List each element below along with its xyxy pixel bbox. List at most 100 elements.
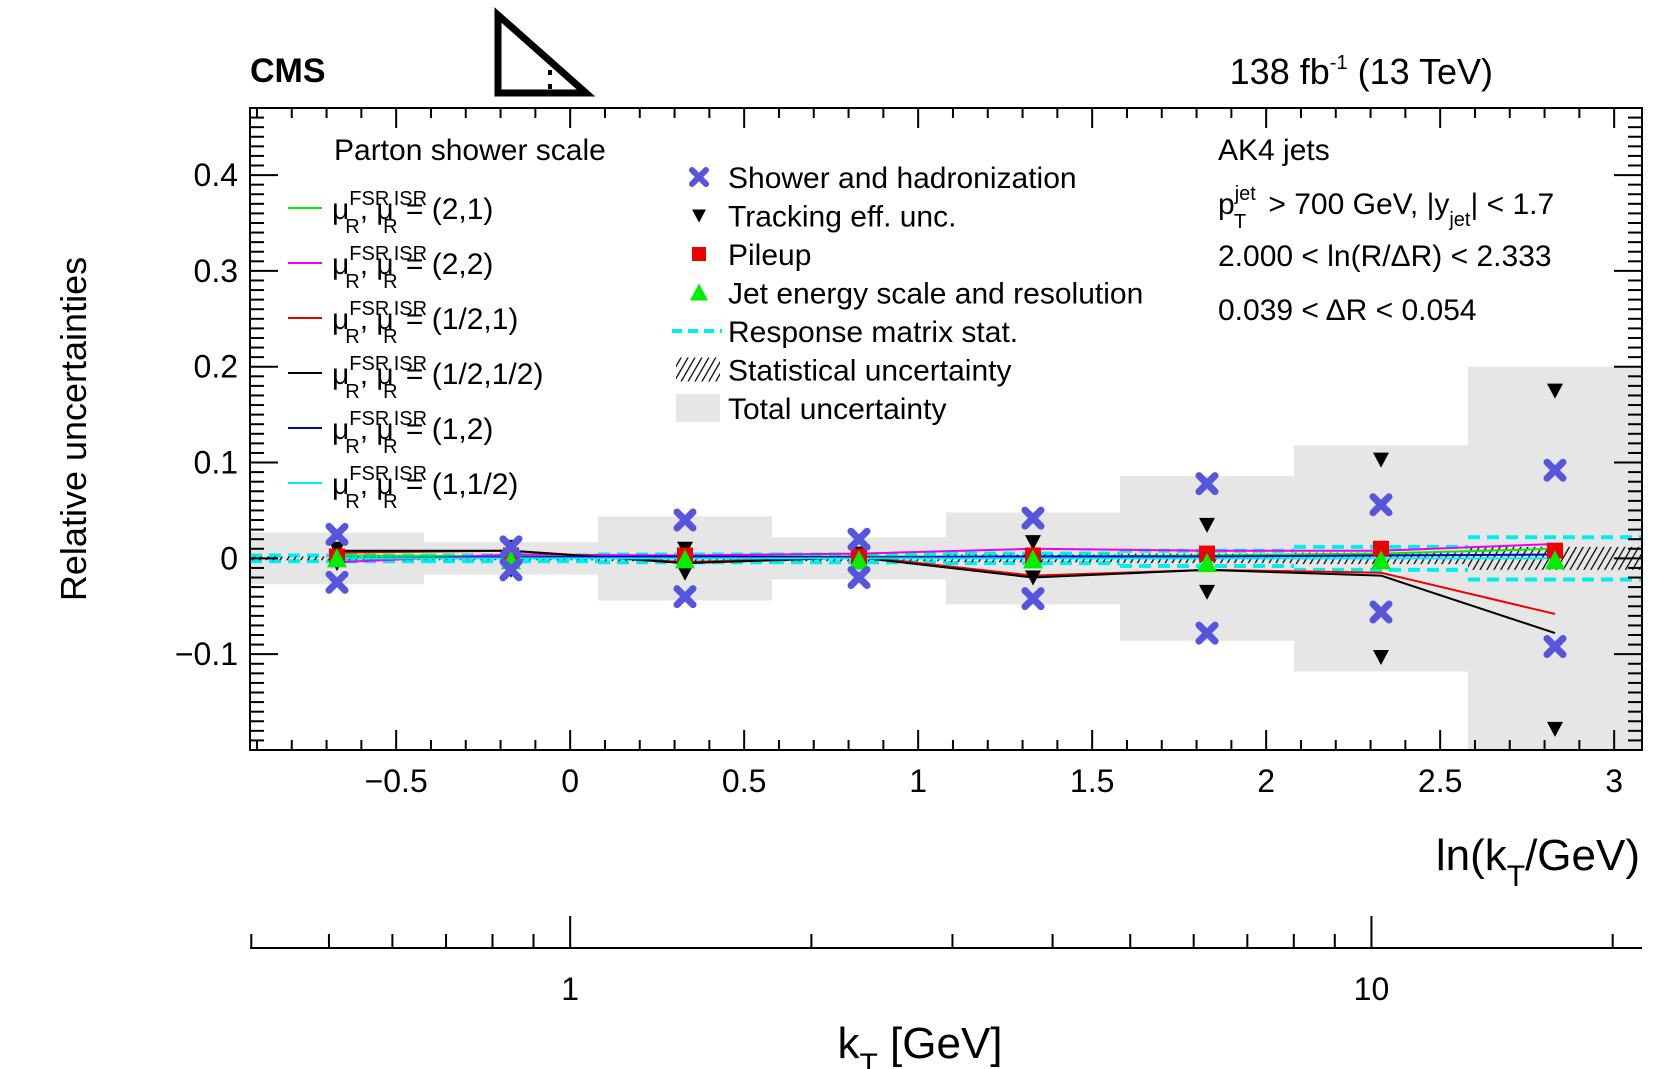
kt-axis-tick-label: 1 — [561, 971, 579, 1007]
legend-left-entry: μFSR R, μISR R = (2,1) — [288, 188, 493, 238]
shower-cross-stroke — [673, 585, 697, 609]
cms-logo: CMS — [250, 7, 596, 97]
jes-jer-marker — [1545, 550, 1565, 570]
tracking-eff-marker — [1025, 535, 1041, 551]
legend-right-entry: Pileup — [692, 239, 811, 272]
kt-axis-label: kT [GeV] — [837, 1019, 1002, 1069]
legend-right-label: Shower and hadronization — [728, 162, 1077, 195]
y-tick-label: 0 — [220, 540, 238, 576]
shower-cross-stroke — [847, 566, 871, 590]
legend-right-entry: Jet energy scale and resolution — [690, 278, 1143, 311]
y-tick-label: 0.3 — [194, 253, 238, 289]
legend-left-label: μFSR R, μISR R = (1/2,1) — [332, 298, 518, 348]
tracking-eff-marker — [1199, 517, 1215, 533]
legend-right-entry: Response matrix stat. — [672, 316, 1018, 349]
luminosity-label: 138 fb-1 (13 TeV) — [1230, 51, 1493, 92]
axes: −0.5 0 0.5 1 1.5 2 2.5 3 −0.1 0 0.1 0.2 0.3 0.4 — [175, 108, 1642, 799]
shower-hadronization-marker — [499, 558, 523, 582]
legend-right-entry: Shower and hadronization — [689, 162, 1077, 195]
legend-right-entry: Statistical uncertainty — [676, 355, 1011, 388]
y-tick-label: 0.1 — [194, 445, 238, 481]
shower-cross-stroke — [499, 558, 523, 582]
y-axis-label: Relative uncertainties — [53, 257, 94, 601]
plot-frame — [249, 107, 1643, 751]
shower-hadronization-marker — [1021, 506, 1045, 530]
shower-hadronization-marker — [325, 522, 349, 546]
shower-cross-stroke — [325, 570, 349, 594]
triangle-logo-icon — [494, 7, 596, 97]
shower-cross-stroke — [1543, 635, 1567, 659]
shower-hadronization-marker — [847, 566, 871, 590]
shower-hadronization-marker — [847, 527, 871, 551]
x-tick-label: 3 — [1605, 763, 1623, 799]
series-line-(1,2) — [336, 553, 1556, 560]
legend-stat-swatch — [676, 357, 720, 382]
legend-right-label: Statistical uncertainty — [728, 355, 1011, 388]
shower-hadronization-marker — [1369, 600, 1393, 624]
pileup-marker — [1373, 540, 1389, 557]
x-tick-label: 0 — [561, 763, 579, 799]
legend-left-title: Parton shower scale — [334, 134, 606, 167]
shower-cross-stroke — [1195, 621, 1219, 645]
experiment-label: CMS — [250, 52, 326, 90]
legend-left-entry: μFSR R, μISR R = (1/2,1) — [288, 298, 518, 348]
pt-cut-label: pjet T > 700 GeV, |yjet| < 1.7 — [1218, 183, 1554, 233]
shower-cross-stroke — [1369, 493, 1393, 517]
tracking-eff-marker — [1547, 383, 1563, 399]
kt-axis: 1 10 — [250, 916, 1642, 1007]
legend-uncertainties: Shower and hadronization Tracking eff. un… — [672, 162, 1143, 426]
legend-tracking-swatch — [692, 209, 706, 223]
shower-cross-stroke — [499, 535, 523, 559]
shower-cross-stroke — [1369, 600, 1393, 624]
shower-hadronization-marker — [1369, 493, 1393, 517]
tracking-eff-marker — [1199, 584, 1215, 600]
parton-shower-lines — [336, 542, 1556, 635]
tracking-eff-marker — [1373, 452, 1389, 468]
shower-hadronization-marker — [1195, 472, 1219, 496]
legend-jes-swatch — [690, 283, 708, 301]
legend-left-entry: μFSR R, μISR R = (2,2) — [288, 243, 493, 293]
jes-jer-marker — [1197, 553, 1217, 573]
shower-cross-stroke — [673, 508, 697, 532]
uncertainty-markers — [325, 383, 1567, 737]
x-tick-label: 0.5 — [722, 763, 766, 799]
legend-left-label: μFSR R, μISR R = (2,1) — [332, 188, 493, 238]
shower-hadronization-marker — [1021, 587, 1045, 611]
legend-right-label: Response matrix stat. — [728, 316, 1018, 349]
jes-jer-marker — [1023, 549, 1043, 569]
x-axis-label: ln(kT/GeV) — [1436, 831, 1640, 893]
jets-label: AK4 jets — [1218, 134, 1330, 167]
legend-left-entry: μFSR R, μISR R = (1,1/2) — [288, 463, 518, 513]
shower-cross-stroke — [1021, 506, 1045, 530]
shower-hadronization-marker — [1543, 635, 1567, 659]
dr-range-label: 0.039 < ΔR < 0.054 — [1218, 294, 1477, 327]
legend-right-label: Tracking eff. unc. — [728, 201, 956, 234]
y-tick-label: 0.4 — [194, 157, 238, 193]
info-box: AK4 jets pjet T > 700 GeV, |yjet| < 1.7 2… — [1218, 134, 1554, 327]
legend-total-swatch — [676, 394, 720, 422]
legend-right-label: Jet energy scale and resolution — [728, 278, 1143, 311]
series-line-(1/2,1/2) — [337, 549, 1556, 635]
legend-parton-shower: Parton shower scale μFSR R, μISR R = (2,1)… — [288, 134, 606, 513]
legend-right-entry: Total uncertainty — [676, 393, 946, 426]
tracking-eff-marker — [1025, 570, 1041, 586]
shower-cross-stroke — [1543, 458, 1567, 482]
y-tick-label: −0.1 — [175, 636, 238, 672]
shower-hadronization-marker — [673, 508, 697, 532]
legend-right-label: Pileup — [728, 239, 811, 272]
x-tick-label: −0.5 — [365, 763, 428, 799]
shower-cross-stroke — [847, 527, 871, 551]
legend-left-label: μFSR R, μISR R = (1/2,1/2) — [332, 353, 543, 403]
legend-right-entry: Tracking eff. unc. — [692, 201, 956, 234]
legend-right-label: Total uncertainty — [728, 393, 946, 426]
legend-left-label: μFSR R, μISR R = (1,2) — [332, 408, 493, 458]
tracking-eff-marker — [1373, 650, 1389, 666]
shower-cross-stroke — [1021, 587, 1045, 611]
jes-jer-marker — [327, 548, 347, 568]
x-tick-label: 1.5 — [1070, 763, 1114, 799]
tracking-eff-marker — [1547, 721, 1563, 737]
shower-hadronization-marker — [499, 535, 523, 559]
legend-pileup-swatch — [692, 247, 706, 261]
x-tick-label: 2.5 — [1418, 763, 1462, 799]
